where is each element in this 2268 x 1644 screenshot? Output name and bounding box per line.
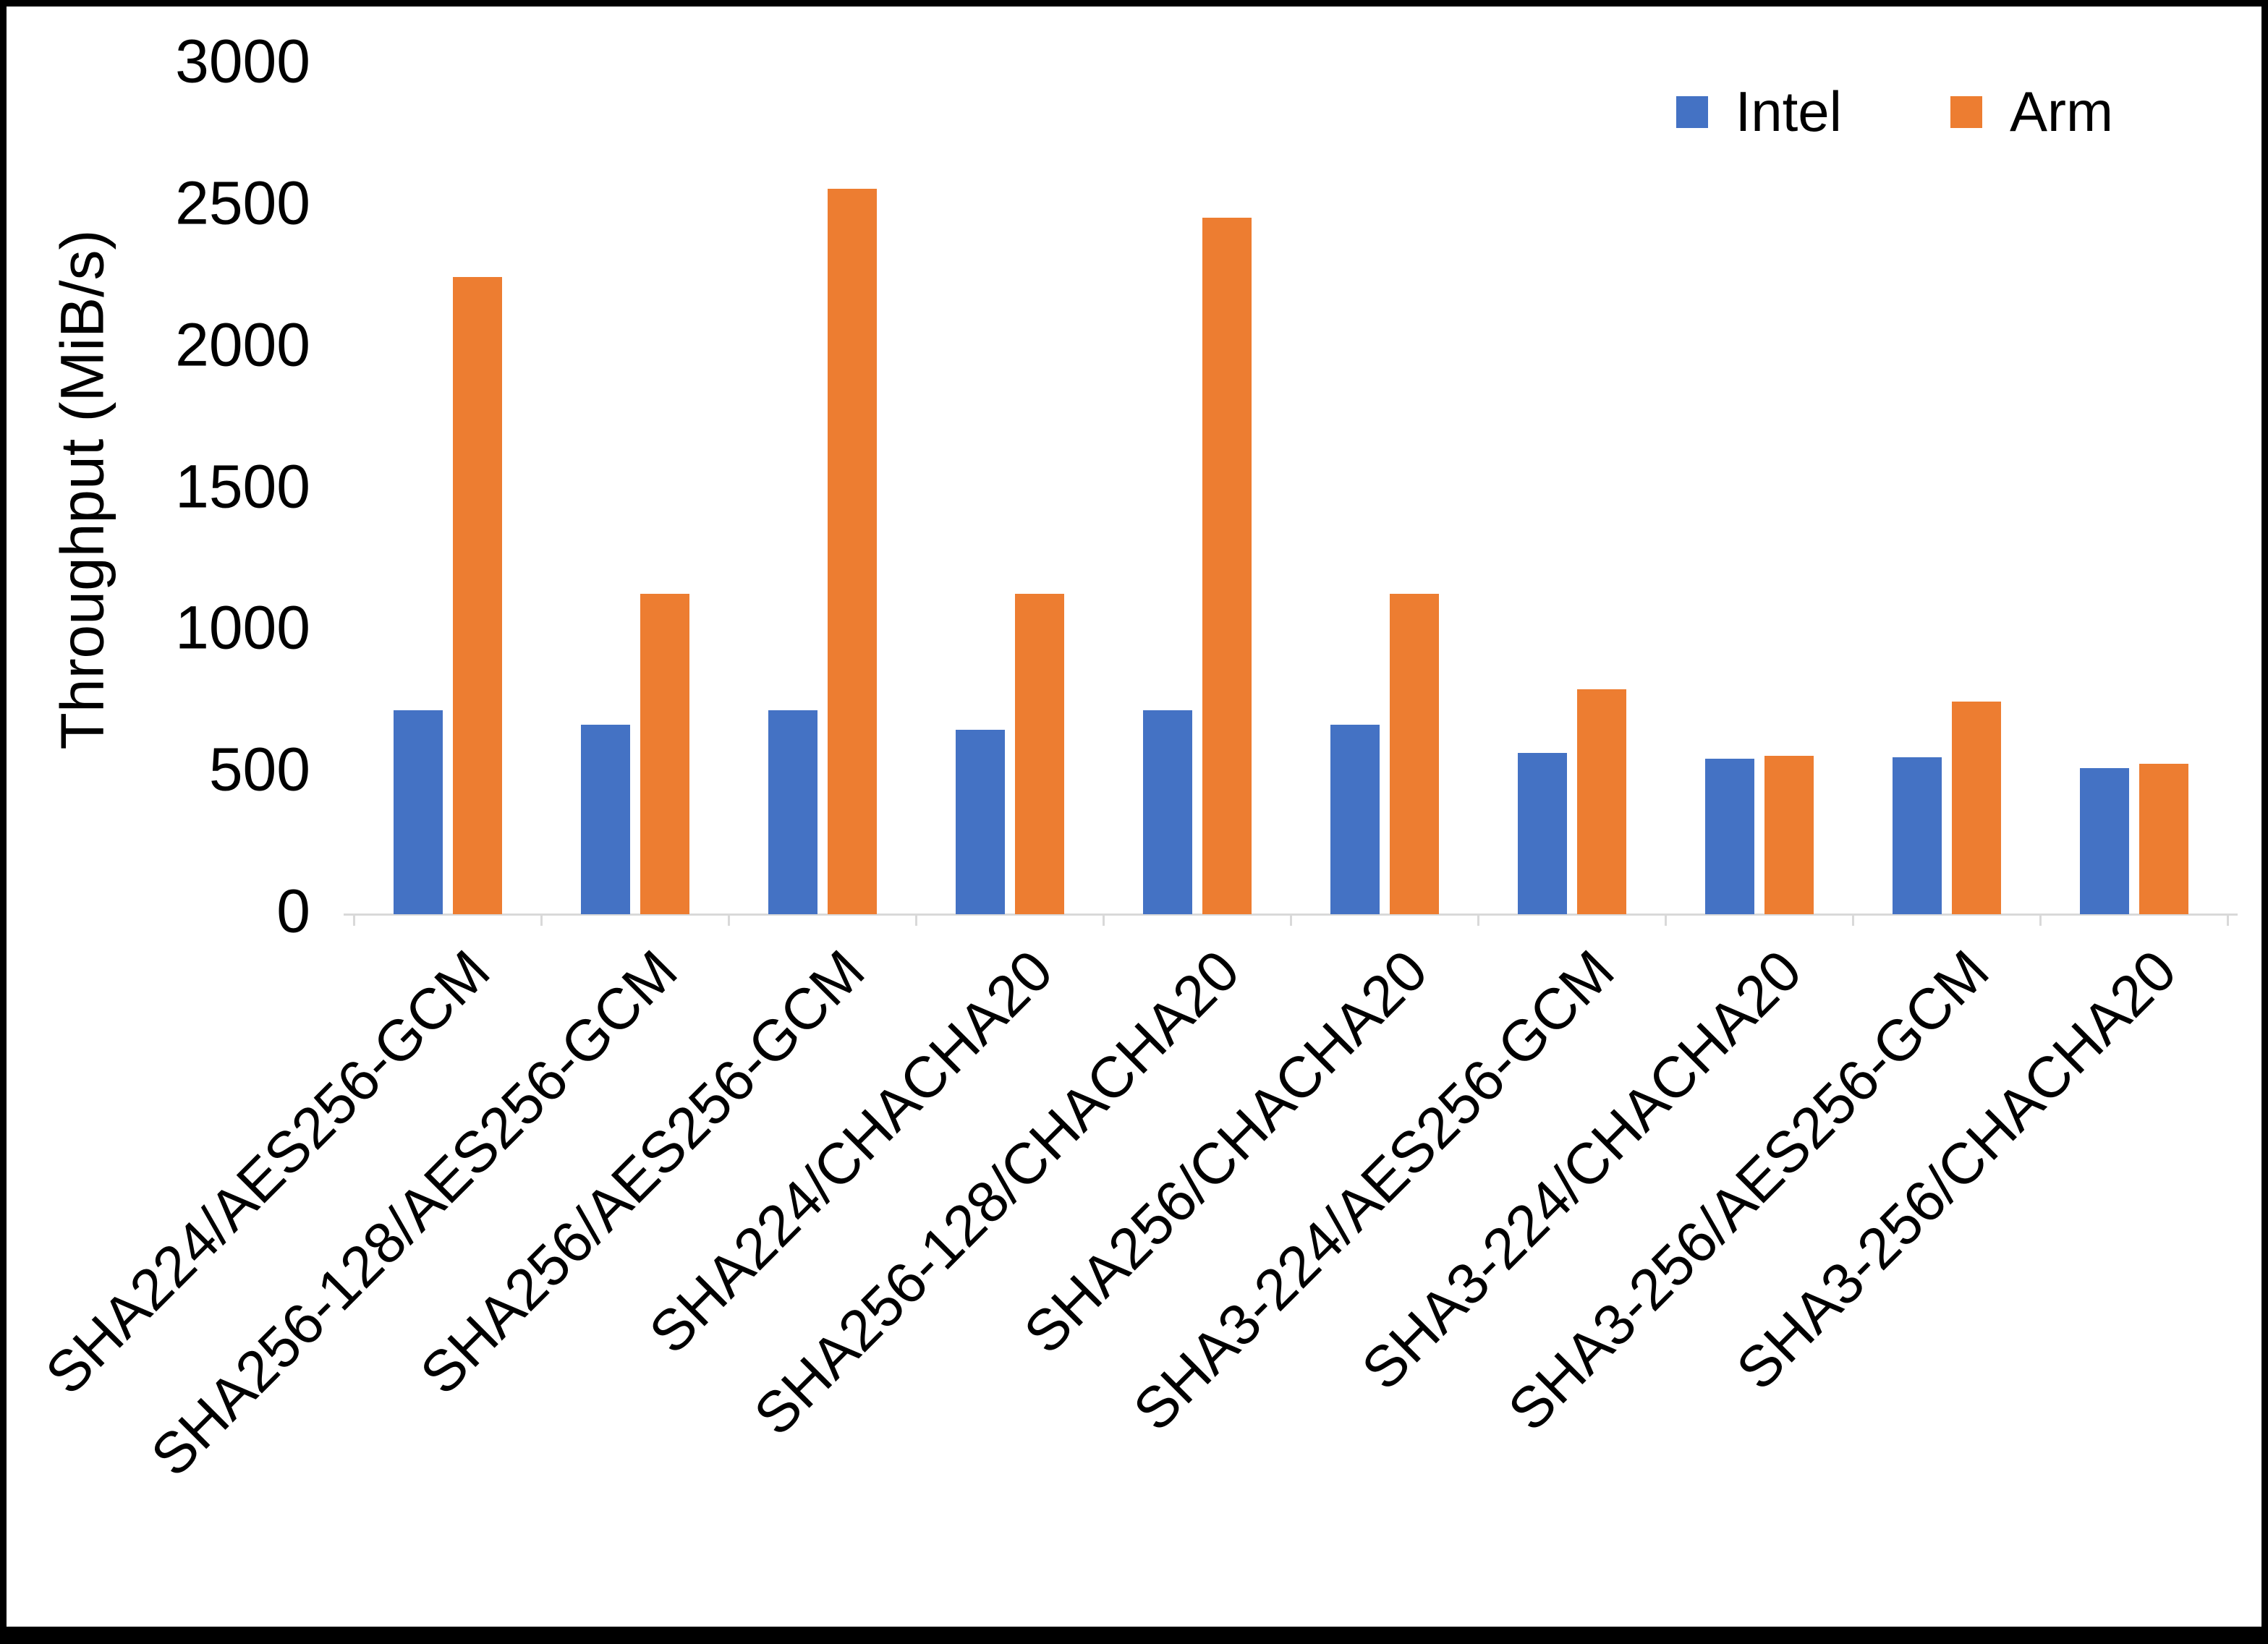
throughput-bar-chart: Throughput (MiB/s) 0 500 1000 1500 2000 2500 3… (7, 7, 2261, 1627)
legend-entry-intel: Intel (1675, 79, 1843, 145)
y-tick-label-500: 500 (208, 735, 310, 804)
y-tick-label-0: 0 (276, 877, 310, 945)
bar-arm-3 (827, 189, 877, 914)
x-axis-tick (1665, 914, 1667, 926)
legend: Intel Arm (1675, 79, 2113, 145)
bar-arm-2 (640, 594, 689, 914)
y-tick-label-2500: 2500 (175, 169, 310, 237)
legend-swatch-arm-icon (1950, 95, 1983, 128)
x-axis-tick (1852, 914, 1854, 926)
bar-intel-10 (2079, 768, 2129, 914)
x-axis-tick (728, 914, 730, 926)
y-tick-label-3000: 3000 (175, 27, 310, 95)
bar-intel-1 (393, 710, 443, 914)
bar-intel-5 (1142, 710, 1192, 914)
bar-intel-8 (1704, 758, 1754, 914)
y-tick-label-2000: 2000 (175, 310, 310, 379)
bar-intel-9 (1892, 757, 1942, 914)
bar-intel-7 (1517, 752, 1567, 914)
x-axis-tick (2039, 914, 2042, 926)
bar-intel-2 (580, 724, 630, 914)
bar-arm-10 (2139, 764, 2188, 914)
x-axis-tick (1103, 914, 1105, 926)
y-tick-label-1500: 1500 (175, 452, 310, 521)
bar-arm-6 (1389, 594, 1439, 914)
legend-label-intel: Intel (1735, 80, 1843, 143)
bar-intel-6 (1330, 724, 1380, 914)
x-axis-tick (353, 914, 355, 926)
x-axis-tick (915, 914, 917, 926)
bar-arm-4 (1014, 594, 1064, 914)
bar-intel-3 (768, 710, 817, 914)
bar-arm-1 (452, 276, 502, 914)
bar-arm-7 (1576, 689, 1626, 914)
x-axis-tick (2227, 914, 2229, 926)
bar-arm-5 (1202, 217, 1252, 914)
legend-entry-arm: Arm (1950, 79, 2113, 145)
x-axis-tick (1290, 914, 1292, 926)
y-tick-label-1000: 1000 (175, 593, 310, 662)
x-axis-tick (1477, 914, 1479, 926)
legend-label-arm: Arm (2010, 80, 2113, 143)
plot-area (344, 64, 2238, 926)
bar-arm-8 (1764, 755, 1814, 914)
bar-arm-9 (1951, 702, 2001, 914)
bar-intel-4 (955, 730, 1005, 914)
legend-swatch-intel-icon (1675, 95, 1708, 128)
x-axis-tick (540, 914, 543, 926)
